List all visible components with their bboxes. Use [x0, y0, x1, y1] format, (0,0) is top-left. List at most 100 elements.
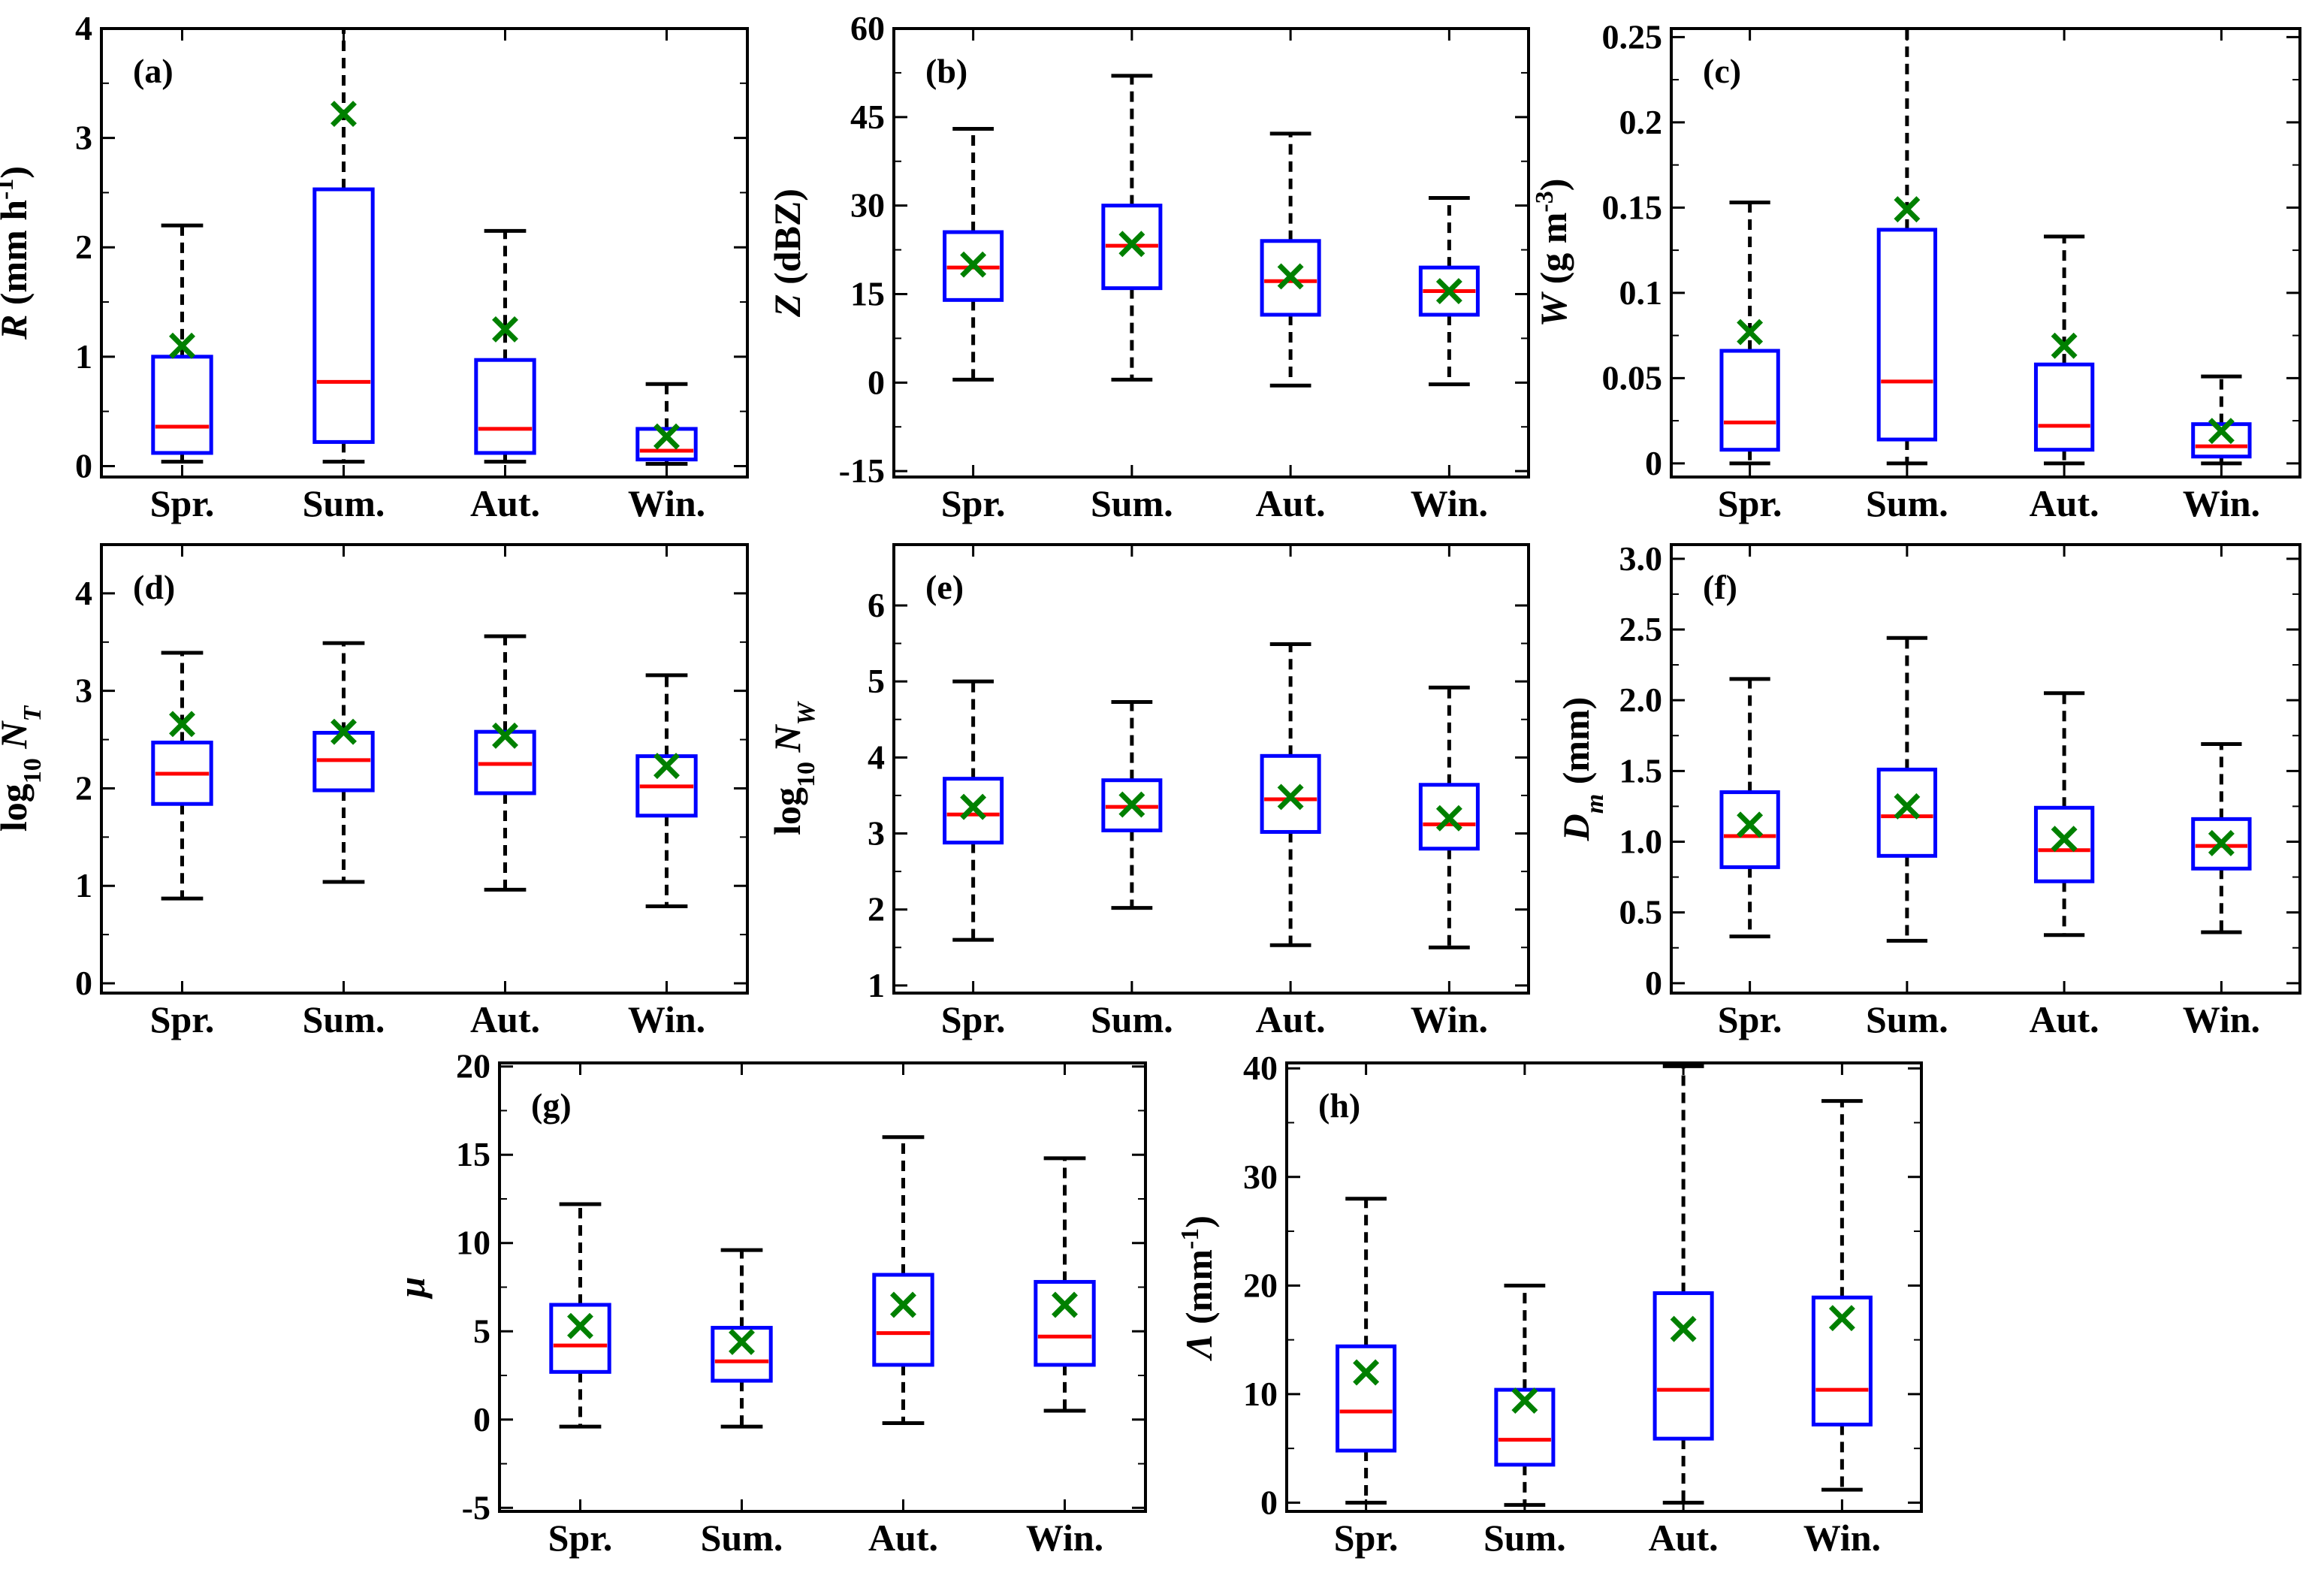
mean-marker [1277, 263, 1304, 290]
mean-marker [1670, 1315, 1697, 1342]
category-label: Sum. [303, 998, 385, 1040]
category-label: Win. [1411, 998, 1488, 1040]
y-axis-label: Λ (mm-1) [1176, 1215, 1221, 1361]
y-tick-label: 4 [868, 738, 885, 776]
plot-frame [892, 27, 1530, 479]
panel-e: 1 2 3 4 5 6 Spr. Sum. Aut. Win. (e) log10 NW [766, 543, 1530, 1040]
mean-marker [1118, 231, 1145, 258]
panel-d: 0 1 2 3 4 Spr. Sum. Aut. Win. (d) log10 NT [0, 543, 749, 1040]
y-tick-label: 0.25 [1602, 17, 1663, 56]
y-axis-label: W (g m-3) [1531, 179, 1575, 328]
mean-marker [1118, 791, 1145, 818]
box-iqr [1876, 767, 1938, 858]
y-tick-label: 0.5 [1619, 893, 1663, 931]
box-iqr [872, 1273, 934, 1367]
category-label: Sum. [1866, 998, 1948, 1040]
category-label: Spr. [941, 998, 1006, 1040]
category-label: Sum. [303, 482, 385, 524]
category-label: Sum. [1091, 998, 1173, 1040]
y-tick-label: 5 [868, 662, 885, 700]
y-axis-label: Dm (mm) [1555, 697, 1609, 842]
y-tick-label: 2.0 [1619, 681, 1663, 719]
panel-b: -15 0 15 30 45 60 Spr. Sum. Aut. Win. (b) Z (dBZ) [766, 9, 1530, 524]
plot-frame [100, 543, 749, 995]
y-tick-label: 0.15 [1602, 188, 1663, 226]
y-tick-label: 10 [1243, 1375, 1278, 1413]
mean-marker [1894, 196, 1921, 223]
mean-marker [330, 718, 357, 745]
plot-frame [1285, 1061, 1923, 1513]
category-label: Sum. [1866, 482, 1948, 524]
mean-marker [1052, 1291, 1078, 1318]
box-iqr [943, 777, 1004, 845]
box-iqr [1418, 783, 1480, 851]
category-label: Win. [1803, 1517, 1881, 1559]
mean-marker [169, 332, 195, 359]
panel-h: 0 10 20 30 40 Spr. Sum. Aut. Win. (h) Λ (mm-1) [1176, 1049, 1923, 1559]
box-iqr [1719, 349, 1780, 452]
y-tick-label: 3 [75, 672, 92, 710]
panel-label: (b) [925, 52, 967, 90]
y-tick-label: -5 [462, 1488, 490, 1526]
panel-a: 0 1 2 3 4 Spr. Sum. Aut. Win. (a) R (mm h-1) [0, 9, 749, 524]
plot-frame [100, 27, 749, 479]
y-tick-label: 20 [456, 1047, 490, 1085]
box-iqr [711, 1326, 773, 1383]
box-iqr [1719, 790, 1780, 869]
mean-marker [2051, 826, 2078, 853]
mean-marker [1511, 1387, 1538, 1414]
y-tick-label: 3 [75, 119, 92, 157]
category-label: Spr. [150, 482, 215, 524]
category-label: Spr. [150, 998, 215, 1040]
category-label: Spr. [1718, 998, 1782, 1040]
category-label: Sum. [1091, 482, 1173, 524]
y-tick-label: 0.2 [1619, 103, 1663, 141]
category-label: Win. [628, 998, 705, 1040]
mean-marker [1894, 793, 1921, 820]
mean-marker [960, 793, 987, 820]
y-tick-label: 1.0 [1619, 822, 1663, 860]
y-tick-label: 15 [456, 1135, 490, 1173]
plot-frame [1670, 27, 2301, 479]
mean-marker [1435, 278, 1462, 305]
panel-label: (g) [531, 1086, 572, 1125]
y-axis-label: Z (dBZ) [766, 189, 808, 318]
category-label: Win. [1411, 482, 1488, 524]
y-tick-label: 30 [1243, 1158, 1278, 1196]
y-tick-label: 0 [1260, 1483, 1278, 1521]
y-tick-label: -15 [839, 451, 885, 490]
y-tick-label: 0 [868, 363, 885, 401]
box-iqr [312, 187, 375, 444]
box-iqr [1034, 1279, 1096, 1367]
y-tick-label: 15 [850, 274, 885, 312]
y-tick-label: 1 [75, 866, 92, 904]
y-tick-label: 0.05 [1602, 358, 1663, 397]
box-iqr [2033, 362, 2095, 452]
panel-label: (d) [133, 568, 175, 606]
y-tick-label: 0 [473, 1400, 490, 1439]
panel-label: (e) [925, 568, 964, 606]
category-label: Aut. [1256, 482, 1326, 524]
y-tick-label: 0 [1645, 444, 1662, 482]
y-tick-label: 40 [1243, 1049, 1278, 1087]
box-iqr [635, 427, 698, 462]
category-label: Aut. [1649, 1517, 1719, 1559]
y-tick-label: 4 [75, 574, 92, 612]
category-label: Win. [2183, 998, 2260, 1040]
mean-marker [1353, 1359, 1380, 1386]
panel-c: 0 0.05 0.1 0.15 0.2 0.25 Spr. Sum. Aut. Win. (c) W … [1531, 17, 2301, 524]
y-tick-label: 2 [75, 768, 92, 807]
category-label: Sum. [701, 1517, 783, 1559]
y-tick-label: 3.0 [1619, 539, 1663, 578]
y-tick-label: 3 [868, 814, 885, 853]
y-tick-label: 0.1 [1619, 273, 1663, 312]
panel-label: (c) [1703, 52, 1741, 90]
y-tick-label: 45 [850, 98, 885, 136]
mean-marker [890, 1291, 916, 1318]
mean-marker [567, 1312, 593, 1339]
mean-marker [1435, 805, 1462, 832]
mean-marker [169, 711, 195, 738]
y-tick-label: 30 [850, 186, 885, 225]
mean-marker [330, 101, 357, 128]
category-label: Win. [2183, 482, 2260, 524]
